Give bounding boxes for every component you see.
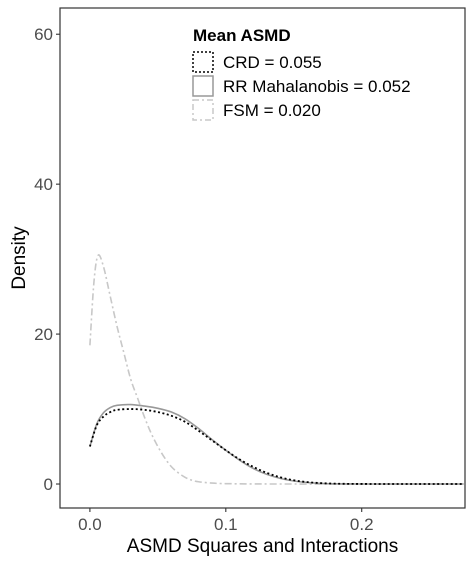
x-axis-ticks: 0.0 0.1 0.2 [78,508,374,534]
y-tick-label: 20 [34,325,53,344]
y-tick-label: 40 [34,175,53,194]
y-axis-ticks: 0 20 40 60 [34,25,60,494]
y-tick-label: 60 [34,25,53,44]
legend-label-fsm: FSM = 0.020 [223,101,321,120]
x-axis-title: ASMD Squares and Interactions [127,536,398,557]
x-tick-label: 0.1 [214,515,238,534]
density-line-rr-mahalanobis [89,403,464,485]
y-tick-label: 0 [44,475,53,494]
legend-key-rr-mahalanobis [192,75,214,97]
density-line-crd [89,408,464,485]
x-tick-label: 0.2 [350,515,374,534]
x-tick-label: 0.0 [78,515,102,534]
density-curves [89,254,464,485]
legend-label-rr-mahalanobis: RR Mahalanobis = 0.052 [223,77,411,96]
legend: Mean ASMD CRD = 0.055 RR Mahalanobis = 0… [192,26,411,121]
legend-title: Mean ASMD [193,26,291,45]
panel-border [59,7,466,509]
density-line-fsm [89,254,464,485]
y-axis-title: Density [9,226,30,290]
legend-key-fsm [192,99,214,121]
legend-key-crd [192,51,214,73]
legend-label-crd: CRD = 0.055 [223,53,322,72]
